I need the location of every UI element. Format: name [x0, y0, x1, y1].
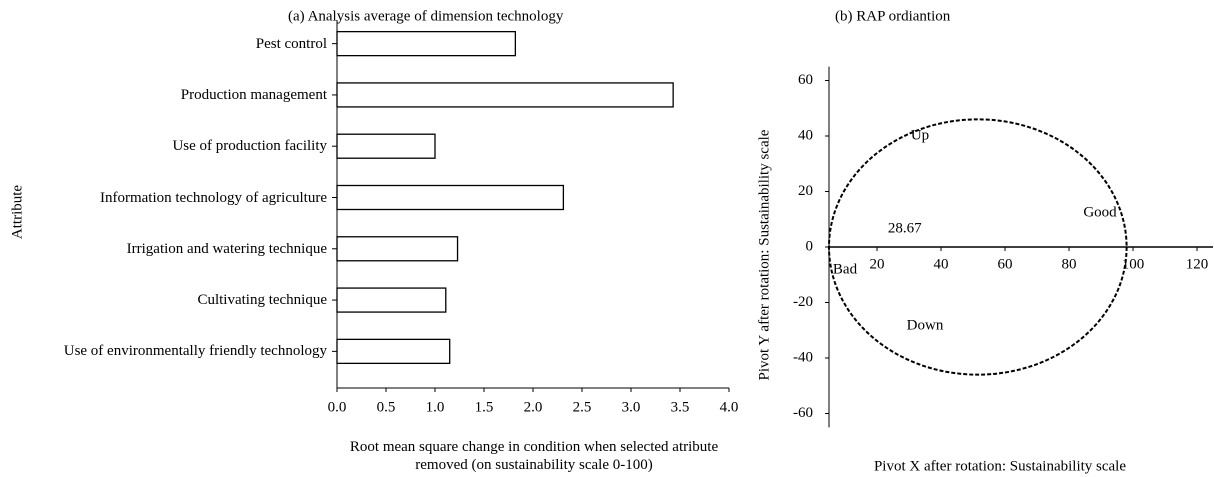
x-tick-label: 100 [1122, 256, 1145, 272]
x-axis-label: Pivot X after rotation: Sustainability s… [874, 458, 1126, 474]
x-tick-label: 2.5 [573, 399, 592, 415]
x-tick-label: 1.5 [475, 399, 494, 415]
annotation: Bad [833, 261, 858, 277]
y-axis-label: Attribute [9, 185, 25, 239]
chart-title: (a) Analysis average of dimension techno… [288, 8, 564, 24]
y-tick-label: -60 [793, 405, 813, 421]
x-tick-label: 4.0 [720, 399, 739, 415]
bar [336, 287, 447, 313]
bar [336, 82, 674, 108]
y-tick-label: Use of production facility [172, 138, 327, 155]
y-tick-label: Information technology of agriculture [99, 189, 327, 206]
ordination-circle [828, 118, 1128, 376]
y-axis-label: Pivot Y after rotation: Sustainability s… [756, 129, 772, 380]
bar [336, 30, 517, 57]
bar [336, 236, 459, 262]
x-tick-label: 80 [1062, 256, 1077, 272]
x-tick-label: 40 [934, 256, 949, 272]
x-tick-label: 20 [870, 256, 885, 272]
annotation: Up [911, 127, 929, 143]
x-tick-label: 2.0 [524, 399, 543, 415]
y-tick-label: Cultivating technique [197, 292, 327, 309]
y-tick-label: 0 [806, 238, 814, 254]
y-tick-label: 60 [798, 72, 813, 88]
y-tick-label: -40 [793, 349, 813, 365]
y-tick-label: Pest control [255, 35, 327, 52]
y-tick-label: 40 [798, 127, 813, 143]
score-label: 28.67 [888, 220, 922, 236]
bar [336, 184, 565, 211]
y-tick-label: 20 [798, 183, 813, 199]
y-tick-label: Production management [180, 86, 327, 103]
x-tick-label: 120 [1186, 256, 1209, 272]
x-tick-label: 3.5 [671, 399, 690, 415]
x-tick-label: 60 [998, 256, 1013, 272]
bar [336, 338, 451, 365]
x-axis-label: Root mean square change in condition whe… [349, 439, 719, 473]
y-tick-label: Use of environmentally friendly technolo… [63, 343, 327, 360]
chart-title: (b) RAP ordiantion [835, 8, 951, 24]
bar [336, 133, 436, 159]
x-tick-label: 3.0 [622, 399, 641, 415]
x-tick-label: 0.0 [328, 399, 347, 415]
x-tick-label: 1.0 [426, 399, 445, 415]
annotation: Down [907, 317, 944, 333]
x-tick-label: 0.5 [377, 399, 396, 415]
y-tick-label: -20 [793, 294, 813, 310]
y-tick-label: Irrigation and watering technique [126, 240, 327, 257]
annotation: Good [1083, 204, 1117, 220]
